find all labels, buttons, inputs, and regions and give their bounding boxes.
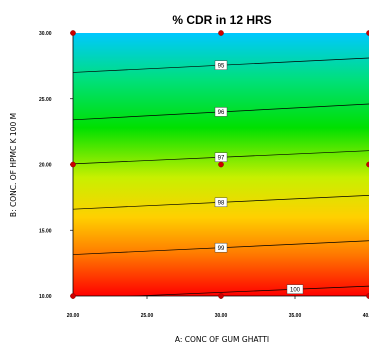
contour-label-box — [214, 197, 228, 208]
y-axis-ticks: 10.00 15.00 20.00 25.00 30.00 — [39, 31, 73, 300]
x-tick-label: 40.00 — [363, 313, 369, 319]
x-axis-label: A: CONC OF GUM GHATTI — [175, 335, 269, 344]
contour-label: 100 — [290, 287, 301, 293]
y-tick-label: 25.00 — [39, 97, 52, 103]
x-tick-label: 25.00 — [141, 313, 154, 319]
design-point — [70, 30, 76, 36]
design-point — [218, 293, 224, 299]
y-tick-label: 30.00 — [39, 31, 52, 37]
contour-label: 96 — [218, 110, 225, 116]
contour-label: 95 — [218, 63, 225, 69]
design-points — [70, 30, 369, 299]
y-tick-label: 20.00 — [39, 163, 52, 169]
contour-label: 97 — [218, 155, 225, 161]
design-point — [218, 30, 224, 36]
design-point — [218, 161, 224, 168]
x-tick-label: 30.00 — [215, 313, 228, 319]
chart-title: % CDR in 12 HRS — [172, 13, 271, 27]
contour-label-box — [214, 107, 228, 117]
x-axis-ticks: 20.00 25.00 30.00 35.00 40.00 — [67, 296, 369, 319]
design-point — [70, 161, 76, 168]
y-axis-label: B: CONC. OF HPMC K 100 M — [9, 113, 18, 217]
contour-label-box — [214, 242, 228, 253]
x-tick-label: 20.00 — [67, 313, 80, 319]
contour-label: 99 — [218, 246, 225, 252]
contour-label-box — [214, 60, 228, 70]
contour-label-box — [286, 284, 304, 294]
y-tick-label: 10.00 — [39, 294, 52, 300]
y-tick-label: 15.00 — [39, 228, 52, 234]
contour-labels: 95 96 97 98 99 100 — [214, 60, 304, 294]
x-tick-label: 35.00 — [289, 313, 302, 319]
contour-label: 98 — [218, 201, 225, 207]
design-point — [70, 293, 76, 299]
contour-line — [127, 285, 369, 296]
